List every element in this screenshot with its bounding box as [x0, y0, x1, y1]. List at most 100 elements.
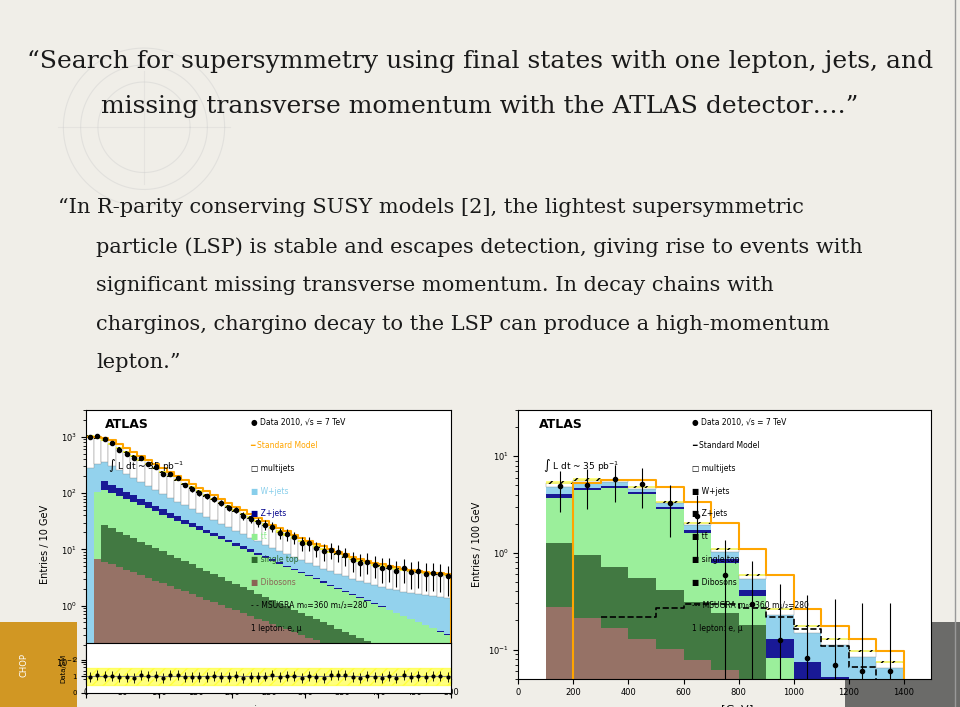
Bar	[152, 548, 159, 580]
Bar	[794, 626, 821, 633]
Bar	[225, 527, 232, 539]
Y-axis label: Entries / 100 GeV: Entries / 100 GeV	[472, 502, 482, 587]
Bar	[225, 507, 232, 527]
Bar	[232, 610, 240, 707]
Bar	[115, 567, 123, 707]
Bar	[269, 548, 276, 559]
Bar	[269, 561, 276, 600]
Bar	[196, 597, 204, 707]
Bar	[356, 638, 364, 657]
Bar	[378, 565, 386, 567]
Bar	[188, 564, 196, 594]
Bar	[601, 488, 629, 567]
Bar	[291, 537, 298, 557]
Bar	[393, 568, 400, 590]
Bar	[188, 488, 196, 509]
Bar	[159, 510, 167, 515]
Bar	[181, 561, 188, 592]
Bar	[327, 551, 334, 553]
Bar	[320, 622, 327, 643]
Bar	[601, 628, 629, 707]
Bar	[356, 561, 364, 581]
Bar	[378, 665, 386, 707]
Text: ATLAS: ATLAS	[105, 418, 149, 431]
Bar	[225, 542, 232, 580]
Bar	[711, 549, 738, 552]
Bar	[629, 487, 656, 489]
Bar	[159, 551, 167, 583]
Bar	[684, 530, 711, 533]
Bar	[204, 533, 210, 571]
Bar	[137, 460, 145, 482]
Bar	[327, 626, 334, 645]
Bar	[218, 539, 225, 578]
Bar	[546, 494, 573, 498]
Bar	[204, 494, 210, 496]
Bar	[313, 641, 320, 707]
Bar	[422, 626, 429, 666]
Bar	[240, 513, 247, 515]
Bar	[232, 584, 240, 610]
Bar	[94, 559, 101, 707]
Bar	[240, 514, 247, 534]
Bar	[152, 468, 159, 490]
Bar	[342, 631, 349, 651]
Bar	[276, 551, 283, 562]
Text: ● Data 2010, √s = 7 TeV: ● Data 2010, √s = 7 TeV	[692, 418, 786, 427]
Bar	[684, 525, 711, 530]
Bar	[305, 616, 313, 638]
Bar	[334, 629, 342, 648]
Bar	[437, 686, 444, 707]
Bar	[422, 666, 429, 681]
Bar	[137, 542, 145, 575]
Bar	[342, 651, 349, 707]
Bar	[393, 653, 400, 670]
Bar	[188, 509, 196, 523]
Bar	[429, 597, 437, 628]
Bar	[210, 498, 218, 501]
Bar	[437, 574, 444, 597]
Bar	[94, 464, 101, 491]
Bar	[137, 459, 145, 461]
Bar	[196, 530, 204, 568]
Bar	[386, 566, 393, 568]
Text: □ multijets: □ multijets	[251, 464, 294, 473]
Bar	[364, 563, 371, 583]
Text: “In R-parity conserving SUSY models [2], the lightest supersymmetric: “In R-parity conserving SUSY models [2],…	[58, 198, 804, 217]
Bar	[108, 485, 115, 493]
Bar	[174, 479, 181, 481]
Bar	[573, 482, 601, 488]
Bar	[629, 578, 656, 638]
Bar	[232, 510, 240, 531]
Bar	[429, 629, 437, 669]
Bar	[196, 527, 204, 530]
Bar	[371, 644, 378, 662]
Bar	[794, 662, 821, 691]
Bar	[629, 494, 656, 578]
Bar	[573, 479, 601, 481]
Bar	[444, 573, 451, 575]
Bar	[766, 615, 794, 639]
Text: --- MSUGRA m₀=360 m₁/₂=280: --- MSUGRA m₀=360 m₁/₂=280	[692, 601, 808, 610]
Text: CHOP: CHOP	[19, 653, 28, 677]
Bar	[313, 619, 320, 641]
Bar	[0, 622, 77, 707]
Bar	[218, 524, 225, 537]
Bar	[601, 486, 629, 488]
Bar	[849, 657, 876, 689]
Bar	[334, 648, 342, 707]
Bar	[159, 494, 167, 510]
Text: ■ Z+jets: ■ Z+jets	[692, 510, 727, 518]
Text: ■ W+jets: ■ W+jets	[692, 486, 730, 496]
Text: ■ Dibosons: ■ Dibosons	[251, 578, 296, 587]
Bar	[283, 533, 291, 536]
Bar	[188, 523, 196, 527]
Bar	[794, 625, 821, 627]
Bar	[437, 672, 444, 686]
Bar	[115, 447, 123, 449]
Bar	[254, 619, 261, 707]
Bar	[684, 523, 711, 525]
Bar	[656, 503, 684, 507]
Bar	[444, 635, 451, 675]
Bar	[204, 600, 210, 707]
